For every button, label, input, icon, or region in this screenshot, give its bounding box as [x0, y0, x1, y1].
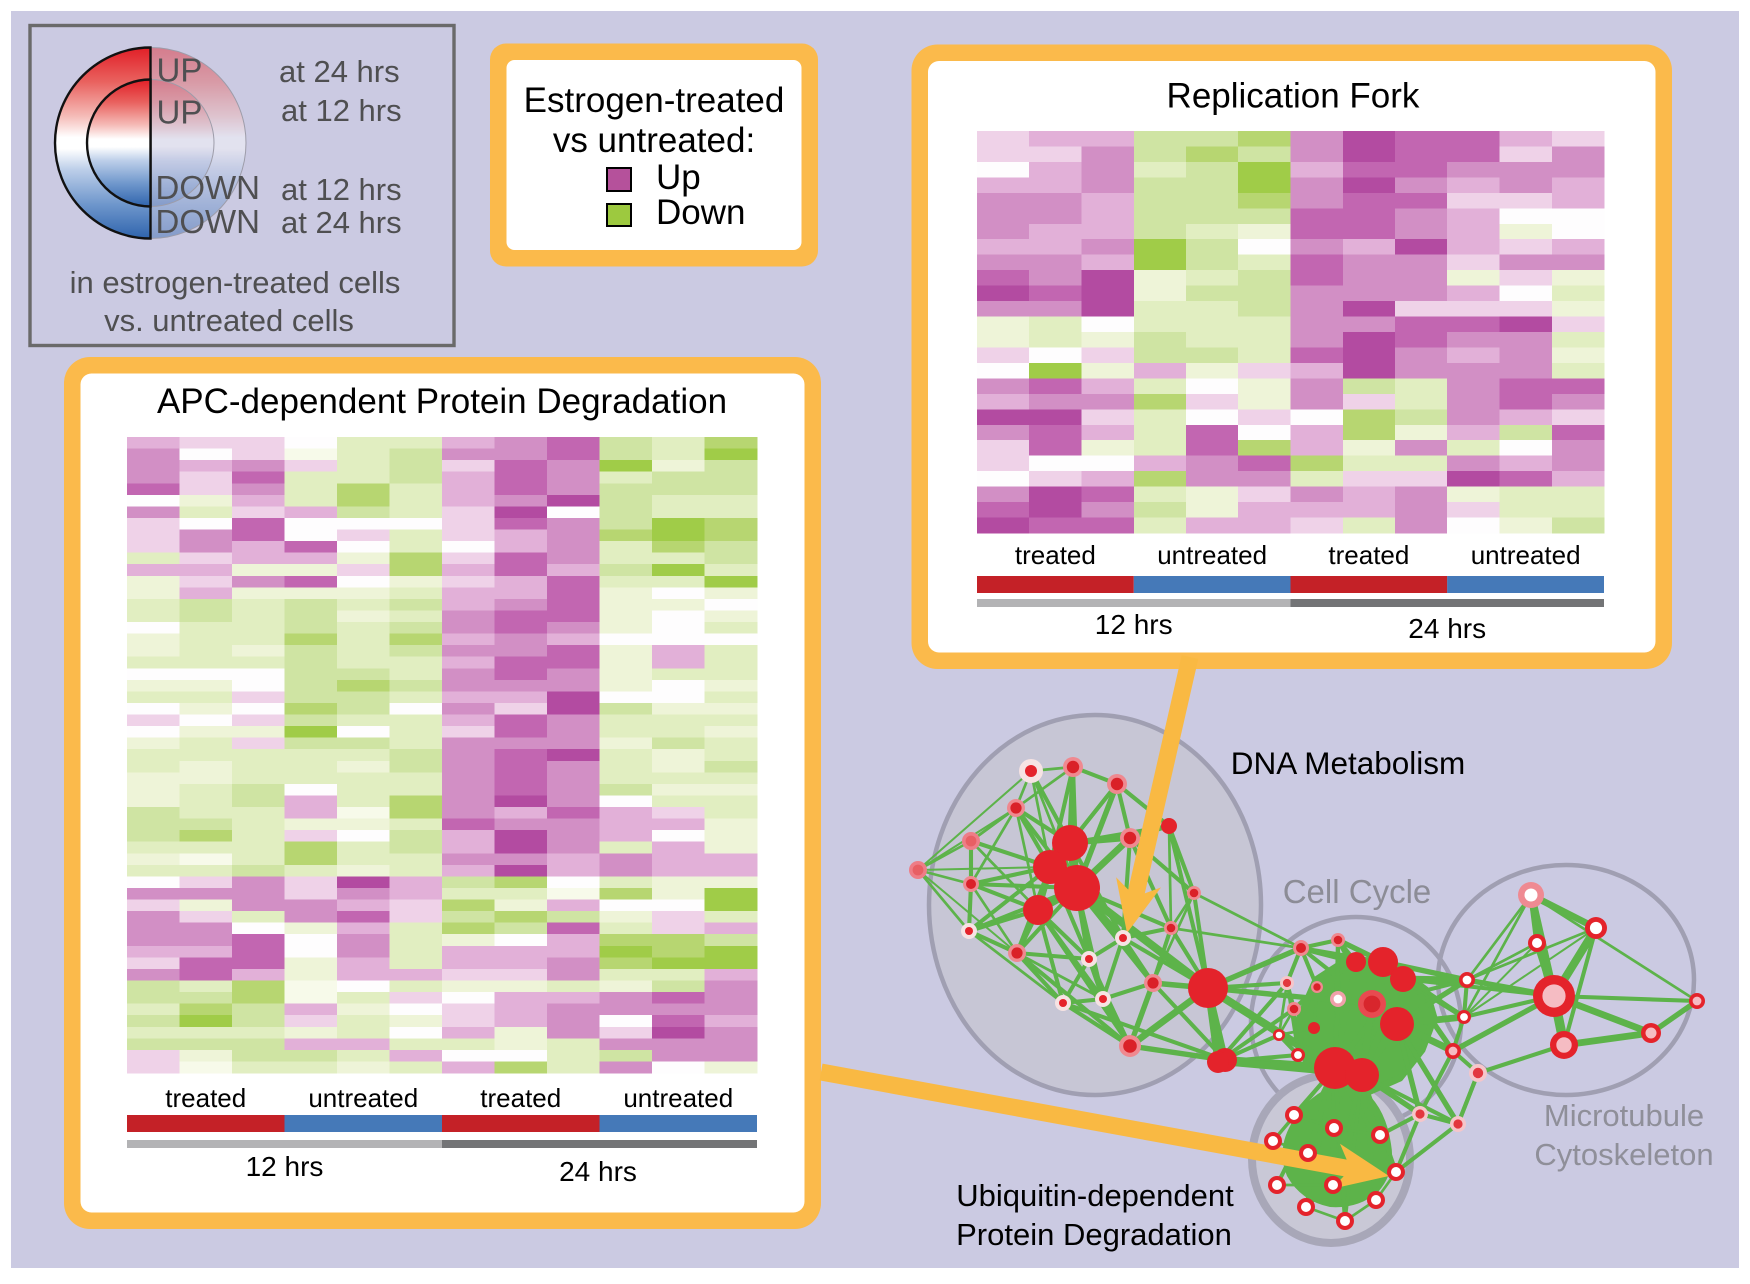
svg-text:vs untreated:: vs untreated:	[553, 121, 755, 160]
svg-text:treated: treated	[165, 1083, 246, 1113]
svg-text:Protein Degradation: Protein Degradation	[956, 1217, 1232, 1252]
svg-text:DOWN: DOWN	[156, 169, 260, 206]
svg-text:12 hrs: 12 hrs	[1095, 609, 1173, 640]
svg-text:Down: Down	[656, 193, 745, 232]
svg-text:UP: UP	[157, 52, 203, 89]
svg-text:in estrogen-treated cells: in estrogen-treated cells	[70, 265, 401, 300]
svg-text:untreated: untreated	[1471, 540, 1581, 570]
svg-text:DNA Metabolism: DNA Metabolism	[1231, 745, 1466, 781]
svg-text:at 12 hrs: at 12 hrs	[281, 93, 402, 128]
svg-text:APC-dependent Protein Degradat: APC-dependent Protein Degradation	[157, 382, 727, 421]
svg-text:Cell Cycle: Cell Cycle	[1283, 873, 1432, 910]
svg-text:24 hrs: 24 hrs	[559, 1156, 637, 1187]
svg-text:vs. untreated cells: vs. untreated cells	[104, 303, 354, 338]
svg-text:Ubiquitin-dependent: Ubiquitin-dependent	[956, 1178, 1234, 1213]
svg-text:Cytoskeleton: Cytoskeleton	[1534, 1137, 1713, 1172]
svg-text:24 hrs: 24 hrs	[1408, 613, 1486, 644]
svg-text:at 12 hrs: at 12 hrs	[281, 172, 402, 207]
svg-text:untreated: untreated	[623, 1083, 733, 1113]
svg-text:Replication Fork: Replication Fork	[1167, 77, 1420, 116]
svg-text:DOWN: DOWN	[156, 203, 260, 240]
svg-text:Microtubule: Microtubule	[1544, 1098, 1704, 1133]
svg-text:Estrogen-treated: Estrogen-treated	[524, 81, 785, 120]
svg-text:UP: UP	[157, 94, 203, 131]
svg-text:12 hrs: 12 hrs	[246, 1151, 324, 1182]
svg-text:untreated: untreated	[308, 1083, 418, 1113]
svg-text:untreated: untreated	[1157, 540, 1267, 570]
svg-text:treated: treated	[1328, 540, 1409, 570]
svg-text:treated: treated	[480, 1083, 561, 1113]
svg-text:treated: treated	[1015, 540, 1096, 570]
svg-text:at 24 hrs: at 24 hrs	[281, 205, 402, 240]
svg-text:Up: Up	[656, 158, 701, 197]
svg-text:at 24 hrs: at 24 hrs	[279, 54, 400, 89]
